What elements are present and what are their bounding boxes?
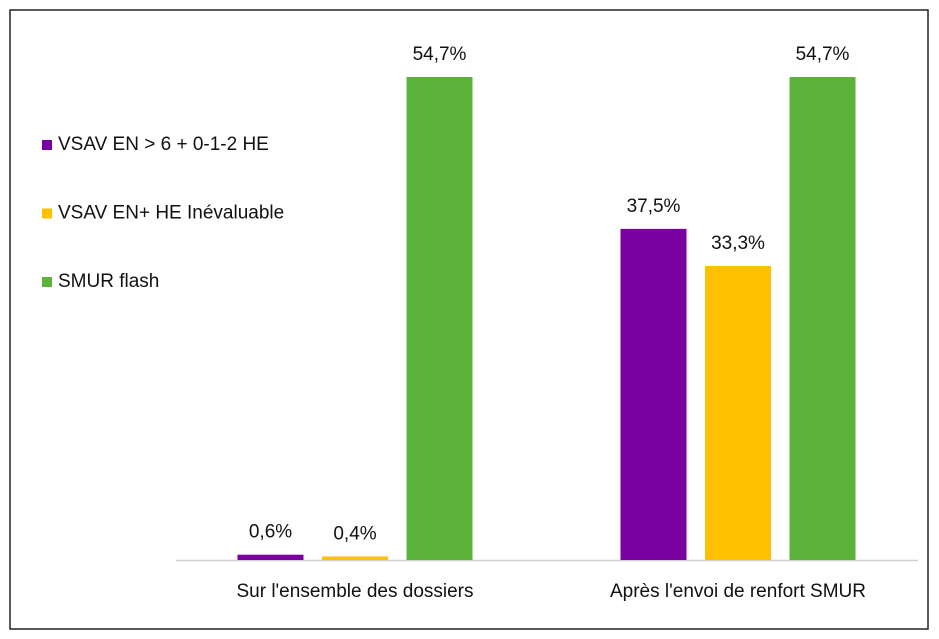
bar xyxy=(705,265,771,560)
bar xyxy=(620,228,687,561)
legend-swatch xyxy=(42,208,52,219)
legend-swatch xyxy=(42,277,52,287)
bar xyxy=(406,77,473,560)
data-label: 54,7% xyxy=(413,44,467,65)
data-label: 0,4% xyxy=(333,523,376,544)
bar xyxy=(789,77,856,560)
bar xyxy=(237,554,304,560)
bar xyxy=(322,556,388,560)
data-label: 37,5% xyxy=(627,196,681,217)
legend-label: SMUR flash xyxy=(58,271,159,292)
legend-swatch xyxy=(42,140,52,150)
data-label: 33,3% xyxy=(711,233,765,254)
data-label: 54,7% xyxy=(796,44,850,65)
data-label: 0,6% xyxy=(249,522,292,543)
legend-label: VSAV EN+ HE Inévaluable xyxy=(58,203,284,224)
x-tick-label: Sur l'ensemble des dossiers xyxy=(236,581,473,602)
x-tick-label: Après l'envoi de renfort SMUR xyxy=(610,581,866,602)
legend-label: VSAV EN > 6 + 0-1-2 HE xyxy=(58,134,269,155)
